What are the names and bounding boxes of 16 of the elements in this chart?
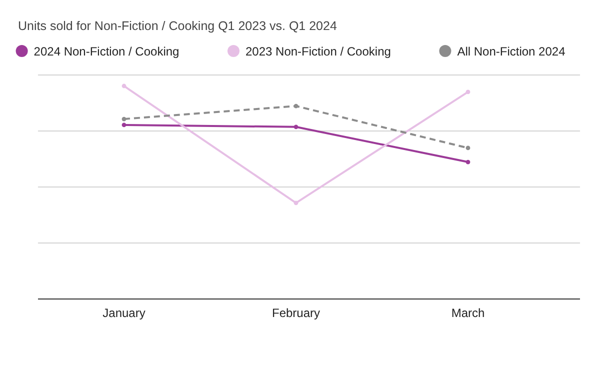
- legend-label: All Non-Fiction 2024: [457, 44, 566, 58]
- point: [466, 160, 470, 164]
- x-tick-label: March: [451, 306, 485, 320]
- legend-label: 2024 Non-Fiction / Cooking: [34, 44, 180, 58]
- point: [122, 116, 126, 122]
- legend-label: 2023 Non-Fiction / Cooking: [246, 44, 391, 58]
- point: [294, 200, 298, 206]
- point: [294, 124, 298, 130]
- point: [122, 122, 126, 128]
- x-tick-label: February: [272, 306, 320, 320]
- point: [466, 90, 470, 94]
- chart-title: Units sold for Non-Fiction / Cooking Q1 2023 vs. Q1 2024: [18, 19, 337, 33]
- point: [294, 104, 298, 108]
- x-tick-label: January: [102, 306, 146, 320]
- point: [122, 84, 126, 88]
- point: [466, 146, 470, 150]
